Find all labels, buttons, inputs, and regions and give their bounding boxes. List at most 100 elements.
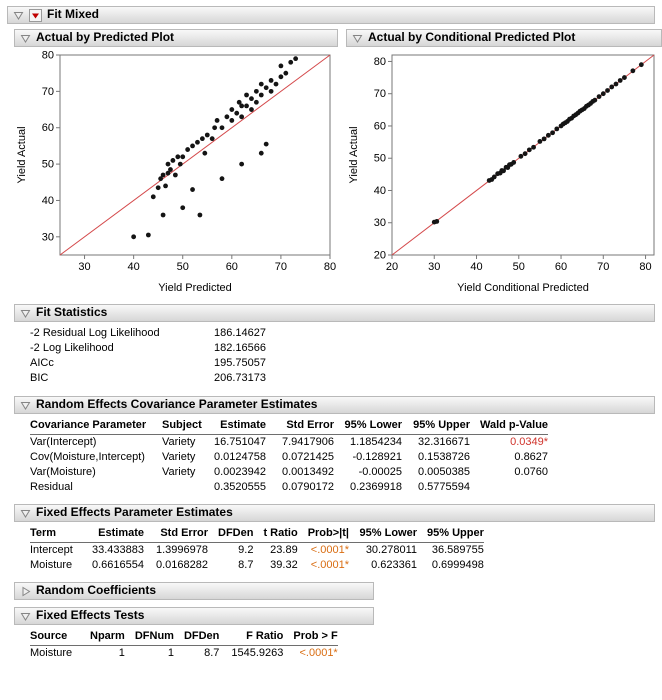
section-title: Actual by Predicted Plot bbox=[36, 30, 175, 44]
cell: Cov(Moisture,Intercept) bbox=[30, 450, 145, 463]
cell: Intercept bbox=[30, 544, 73, 557]
cell: 23.89 bbox=[270, 544, 298, 557]
svg-text:20: 20 bbox=[374, 250, 386, 262]
disclosure-open-icon[interactable] bbox=[20, 611, 31, 622]
table-row: Cov(Moisture,Intercept) Variety 0.012475… bbox=[30, 449, 548, 464]
svg-text:20: 20 bbox=[386, 261, 398, 273]
plots-row: Actual by Predicted Plot 30 40 50 60 70 80 30 4… bbox=[14, 29, 662, 297]
outline-header-random-effects[interactable]: Random Effects Covariance Parameter Esti… bbox=[14, 396, 655, 414]
column-header: 95% Lower bbox=[334, 418, 402, 435]
actual-by-predicted-section: Actual by Predicted Plot 30 40 50 60 70 80 30 4… bbox=[14, 29, 338, 297]
column-header: Covariance Parameter bbox=[30, 418, 152, 435]
p-value-cell: 0.0760 bbox=[514, 465, 549, 478]
column-header: t Ratio bbox=[253, 526, 298, 543]
fixed-effects-table: Term Estimate Std Error DFDen t Ratio Pr… bbox=[30, 526, 484, 572]
column-header: 95% Upper bbox=[402, 418, 470, 435]
outline-header-random-coefficients[interactable]: Random Coefficients bbox=[14, 582, 374, 601]
outline-header-actual-by-conditional-predicted[interactable]: Actual by Conditional Predicted Plot bbox=[346, 29, 662, 47]
actual-by-conditional-predicted-section: Actual by Conditional Predicted Plot 20 3… bbox=[346, 29, 662, 297]
svg-text:40: 40 bbox=[128, 261, 140, 273]
table-row: Var(Moisture) Variety 0.0023942 0.001349… bbox=[30, 464, 548, 479]
table-header-row: Term Estimate Std Error DFDen t Ratio Pr… bbox=[30, 526, 484, 543]
fit-stat-row: -2 Log Likelihood 182.16566 bbox=[30, 341, 655, 356]
column-header: F Ratio bbox=[219, 629, 284, 646]
cell: 1 bbox=[167, 647, 174, 660]
section-title: Fixed Effects Parameter Estimates bbox=[36, 505, 233, 520]
cell: 1545.9263 bbox=[231, 647, 284, 660]
disclosure-closed-icon[interactable] bbox=[20, 586, 31, 597]
column-header: DFDen bbox=[173, 629, 220, 646]
column-header: Prob>|t| bbox=[297, 526, 349, 543]
disclosure-open-icon[interactable] bbox=[20, 33, 31, 44]
column-header: Estimate bbox=[82, 526, 144, 543]
svg-text:60: 60 bbox=[42, 122, 54, 134]
svg-text:60: 60 bbox=[555, 261, 567, 273]
outline-header-fixed-effects-tests[interactable]: Fixed Effects Tests bbox=[14, 607, 374, 626]
disclosure-open-icon[interactable] bbox=[20, 400, 31, 411]
outline-header-fit-mixed[interactable]: Fit Mixed bbox=[7, 6, 655, 24]
table-row: Moisture 0.6616554 0.0168282 8.7 39.32 <… bbox=[30, 557, 484, 572]
outline-header-fit-statistics[interactable]: Fit Statistics bbox=[14, 304, 655, 322]
svg-text:Yield Predicted: Yield Predicted bbox=[158, 282, 232, 294]
p-value-cell bbox=[470, 479, 548, 494]
p-value-cell: <.0001* bbox=[299, 647, 338, 660]
table-header-row: Covariance Parameter Subject Estimate St… bbox=[30, 418, 549, 435]
cell: -0.128921 bbox=[352, 450, 402, 463]
random-effects-section: Random Effects Covariance Parameter Esti… bbox=[14, 396, 655, 497]
cell: Var(Moisture) bbox=[30, 465, 96, 478]
report-title: Fit Mixed bbox=[47, 7, 100, 21]
fixed-effects-tests-content: Source Nparm DFNum DFDen F Ratio Prob > … bbox=[14, 625, 655, 663]
cell: 0.623361 bbox=[371, 558, 417, 571]
outline-header-actual-by-predicted[interactable]: Actual by Predicted Plot bbox=[14, 29, 338, 47]
disclosure-open-icon[interactable] bbox=[13, 10, 24, 21]
svg-text:30: 30 bbox=[78, 261, 90, 273]
table-row: Intercept 33.433883 1.3996978 9.2 23.89 … bbox=[30, 542, 484, 557]
disclosure-open-icon[interactable] bbox=[352, 33, 363, 44]
fit-statistics-content: -2 Residual Log Likelihood 186.14627 -2 … bbox=[14, 322, 655, 389]
actual-by-conditional-predicted-plot[interactable]: 20 30 40 50 60 70 80 20 30 40 50 60 70 80 Yield Condit… bbox=[346, 47, 662, 297]
svg-text:60: 60 bbox=[374, 120, 386, 132]
cell bbox=[152, 479, 202, 494]
column-header: 95% Lower bbox=[349, 526, 417, 543]
svg-text:30: 30 bbox=[42, 231, 54, 243]
disclosure-open-icon[interactable] bbox=[20, 508, 31, 519]
svg-text:70: 70 bbox=[597, 261, 609, 273]
table-row: Moisture 1 1 8.7 1545.9263 <.0001* bbox=[30, 645, 338, 660]
cell: 9.2 bbox=[238, 544, 254, 557]
svg-text:80: 80 bbox=[374, 56, 386, 68]
svg-text:70: 70 bbox=[275, 261, 287, 273]
cell: 0.5775594 bbox=[418, 480, 470, 493]
svg-text:40: 40 bbox=[470, 261, 482, 273]
outline-header-fixed-effects[interactable]: Fixed Effects Parameter Estimates bbox=[14, 504, 655, 523]
fit-stat-label: AICc bbox=[30, 357, 54, 369]
svg-text:30: 30 bbox=[428, 261, 440, 273]
cell: 0.0013492 bbox=[282, 465, 334, 478]
svg-text:80: 80 bbox=[639, 261, 651, 273]
cell: Moisture bbox=[30, 558, 73, 571]
cell: 32.316671 bbox=[418, 435, 470, 448]
fixed-effects-tests-table: Source Nparm DFNum DFDen F Ratio Prob > … bbox=[30, 629, 338, 660]
disclosure-open-icon[interactable] bbox=[20, 308, 31, 319]
column-header: Estimate bbox=[202, 418, 266, 435]
cell: 0.0721425 bbox=[282, 450, 334, 463]
cell: 0.3520555 bbox=[214, 480, 266, 493]
fit-stat-label: BIC bbox=[30, 372, 49, 384]
actual-by-predicted-plot[interactable]: 30 40 50 60 70 80 30 40 50 60 70 80 Yield Predicted Y… bbox=[14, 47, 338, 297]
random-effects-content: Covariance Parameter Subject Estimate St… bbox=[14, 414, 655, 497]
svg-text:70: 70 bbox=[374, 88, 386, 100]
p-value-cell: 0.0349* bbox=[510, 435, 549, 448]
cell: Variety bbox=[162, 435, 196, 448]
svg-text:40: 40 bbox=[374, 185, 386, 197]
svg-text:Yield Conditional Predicted: Yield Conditional Predicted bbox=[457, 282, 589, 294]
svg-text:30: 30 bbox=[374, 217, 386, 229]
column-header: Std Error bbox=[266, 418, 334, 435]
cell: -0.00025 bbox=[358, 465, 402, 478]
cell: Moisture bbox=[30, 647, 73, 660]
fit-stat-label: -2 Residual Log Likelihood bbox=[30, 327, 160, 339]
column-header: Wald p-Value bbox=[470, 418, 549, 435]
cell: 8.7 bbox=[204, 647, 220, 660]
cell: 1.3996978 bbox=[156, 544, 208, 557]
fit-stat-value: 186.14627 bbox=[214, 327, 266, 339]
cell: 1.1854234 bbox=[350, 435, 402, 448]
red-triangle-menu-icon[interactable] bbox=[29, 8, 42, 22]
